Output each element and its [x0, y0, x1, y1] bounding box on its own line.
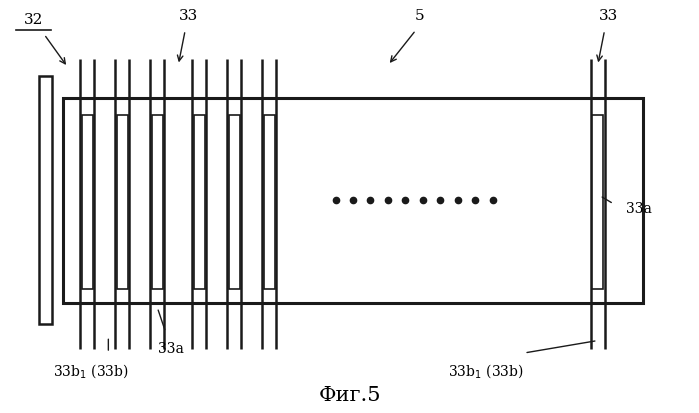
- Bar: [63, 99, 643, 304]
- Bar: [82, 116, 93, 289]
- Bar: [194, 116, 205, 289]
- Text: 33a: 33a: [626, 202, 651, 216]
- Text: 33a: 33a: [158, 341, 185, 355]
- Bar: [39, 76, 52, 324]
- Text: 33b$_1$ (33b): 33b$_1$ (33b): [53, 361, 129, 379]
- Text: 32: 32: [24, 13, 43, 27]
- Text: 5: 5: [415, 9, 424, 23]
- Text: 33b$_1$ (33b): 33b$_1$ (33b): [448, 361, 524, 379]
- Bar: [229, 116, 240, 289]
- Bar: [264, 116, 275, 289]
- Bar: [117, 116, 128, 289]
- Bar: [152, 116, 163, 289]
- Text: Фиг.5: Фиг.5: [318, 385, 381, 404]
- Text: 33: 33: [598, 9, 618, 23]
- Bar: [592, 116, 603, 289]
- Text: 33: 33: [179, 9, 199, 23]
